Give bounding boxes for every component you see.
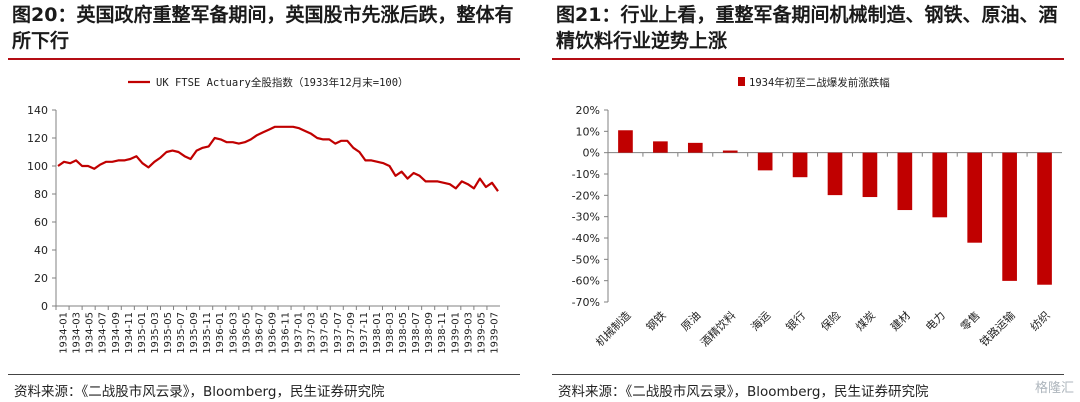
line-chart-title: 图20：英国政府重整军备期间，英国股市先涨后跌，整体有所下行 [12,4,514,52]
x-tick-label: 1939-05 [476,312,487,354]
bar-3 [687,142,703,153]
bar-chart-title: 图21：行业上看，重整军备期间机械制造、钢铁、原油、酒精饮料行业逆势上涨 [556,4,1058,52]
bar-10 [932,152,948,218]
x-tick-label: 1935-01 [137,312,148,354]
x-tick-label: 1934-11 [124,312,135,354]
x-category-label: 保险 [818,308,843,333]
x-category-label: 原油 [678,308,703,333]
y-tick-label: 120 [27,132,48,145]
x-tick-label: 1938-07 [411,312,422,354]
x-category-label: 酒精饮料 [697,308,738,349]
x-tick-label: 1936-07 [254,312,265,354]
x-tick-label: 1936-09 [267,312,278,354]
x-category-label: 零售 [957,308,982,333]
x-tick-label: 1937-05 [320,312,331,354]
x-tick-label: 1934-05 [85,312,96,354]
y-tick-label: 80 [34,188,48,201]
y-tick-label: -40% [572,232,600,245]
bar-chart-svg: 20% 10% 0% -10% -20% -30% -40% -50% -60% -70%机械制造… [572,76,1062,349]
x-tick-label: 1935-03 [150,312,161,354]
series-line-ftse [57,125,499,192]
x-tick-label: 1938-05 [398,312,409,354]
y-tick-label: 20 [34,272,48,285]
y-tick-label: -70% [572,296,600,309]
bar-chart-source: 资料来源：《二战股市风云录》，Bloomberg，民生证券研究院 [558,384,929,400]
bar-8 [862,152,878,198]
x-tick-label: 1938-09 [424,312,435,354]
bar-11 [967,152,983,243]
x-category-label: 机械制造 [593,308,634,349]
legend-swatch [738,77,745,86]
source-divider [8,374,520,375]
x-category-label: 煤炭 [853,309,878,334]
legend-label: 1934年初至二战爆发前涨跌幅 [749,76,890,89]
x-tick-label: 1936-01 [215,312,226,354]
x-tick-label: 1938-11 [437,312,448,354]
title-divider [8,58,520,60]
bar-chart-panel: 图21：行业上看，重整军备期间机械制造、钢铁、原油、酒精饮料行业逆势上涨 20%… [552,0,1072,402]
x-category-label: 钢铁 [644,309,669,334]
x-tick-label: 1937-09 [346,312,357,354]
x-tick-label: 1939-03 [463,312,474,354]
y-tick-label: 0 [41,300,48,313]
bar-13 [1037,152,1052,285]
bar-1 [618,130,633,153]
bar-2 [653,141,668,153]
y-tick-label: -50% [572,253,600,266]
x-tick-label: 1935-09 [189,312,200,354]
y-tick-label: -20% [572,189,600,202]
y-tick-label: 40 [34,244,48,257]
y-tick-label: 10% [576,125,600,138]
x-category-label: 海运 [748,308,773,333]
y-tick-label: 140 [27,104,48,117]
x-category-label: 纺织 [1027,308,1052,333]
bar-12 [1002,152,1017,281]
x-tick-label: 1937-07 [333,312,344,354]
x-category-label: 银行 [783,308,808,333]
bar-7 [827,152,843,196]
x-tick-label: 1934-07 [98,312,109,354]
watermark-logo: 格隆汇 [1034,381,1074,396]
x-tick-label: 1936-11 [281,312,292,354]
x-tick-label: 1937-11 [359,312,370,354]
line-chart-source: 资料来源：《二战股市风云录》，Bloomberg，民生证券研究院 [14,384,385,400]
bar-6 [792,152,808,178]
x-tick-label: 1934-03 [72,312,83,354]
y-tick-label: -60% [572,275,600,288]
x-tick-label: 1937-01 [294,312,305,354]
y-tick-label: 60 [34,216,48,229]
x-tick-label: 1934-01 [59,312,70,354]
x-tick-label: 1939-01 [450,312,461,354]
x-tick-label: 1939-07 [489,312,500,354]
x-tick-label: 1935-11 [202,312,213,354]
x-tick-label: 1935-07 [176,312,187,354]
x-tick-label: 1935-05 [163,312,174,354]
bar-9 [897,152,913,211]
x-category-label: 电力 [923,309,948,334]
y-tick-label: -30% [572,211,600,224]
line-chart-panel: 图20：英国政府重整军备期间，英国股市先涨后跌，整体有所下行 0 20 40 60 80… [8,0,528,402]
x-tick-label: 1936-05 [241,312,252,354]
x-category-label: 建材 [888,308,913,333]
bar-4 [722,150,738,153]
y-tick-label: 0% [583,147,600,160]
x-category-label: 铁路运输 [977,308,1018,349]
y-tick-label: 100 [27,160,48,173]
x-tick-label: 1937-03 [307,312,318,354]
x-tick-label: 1934-09 [111,312,122,354]
legend-label: UK FTSE Actuary全股指数（1933年12月末=100） [156,76,409,89]
x-tick-label: 1936-03 [228,312,239,354]
title-divider [552,58,1064,60]
x-tick-label: 1938-03 [385,312,396,354]
y-tick-label: 20% [576,104,600,117]
source-divider [552,374,1064,375]
x-tick-label: 1938-01 [372,312,383,354]
bar-5 [757,152,773,171]
y-tick-label: -10% [572,168,600,181]
